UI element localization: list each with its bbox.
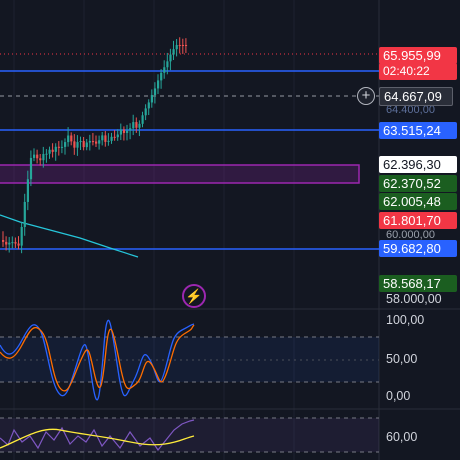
- candle-body: [104, 135, 107, 142]
- candle-body: [175, 45, 178, 50]
- candle-body: [178, 45, 181, 46]
- candle-body: [126, 130, 129, 133]
- candle-body: [20, 226, 23, 246]
- candle-body: [98, 140, 101, 144]
- candle-body: [85, 142, 88, 148]
- level-label-63515: 63.515,24: [379, 122, 457, 139]
- candle-body: [45, 153, 48, 155]
- candle-body: [184, 45, 188, 46]
- candle-body: [138, 123, 141, 128]
- axis-label-58000: 58.000,00: [386, 292, 442, 306]
- price-label-62005: 62.005,48: [379, 193, 457, 210]
- candle-body: [11, 242, 14, 244]
- candle-body: [132, 122, 135, 129]
- candle-body: [95, 141, 98, 144]
- level-label-59682: 59.682,80: [379, 240, 457, 257]
- candle-body: [60, 146, 64, 148]
- candle-body: [73, 141, 76, 148]
- candle-body: [129, 128, 132, 131]
- candle-body: [76, 142, 79, 148]
- candle-body: [51, 149, 54, 152]
- candle-body: [88, 141, 91, 143]
- candle-body: [163, 67, 166, 73]
- stoch-axis-50: 50,00: [386, 352, 418, 366]
- candle-body: [122, 129, 126, 133]
- price-label-61801: 61.801,70: [379, 212, 457, 229]
- candle-body: [153, 88, 157, 96]
- candle-body: [113, 136, 116, 138]
- candle-body: [157, 80, 160, 89]
- stoch-k-line: [0, 319, 195, 401]
- candle-body: [166, 61, 169, 68]
- plus-icon[interactable]: +: [357, 87, 375, 105]
- candle-body: [17, 243, 20, 246]
- stoch-axis-0: 0,00: [386, 389, 411, 403]
- moving-average-line: [0, 214, 139, 258]
- candle-body: [91, 141, 95, 143]
- candle-body: [119, 129, 122, 135]
- candle-body: [160, 72, 163, 81]
- axis-label-60000: 60.000,00: [386, 229, 435, 241]
- candle-body: [101, 135, 104, 141]
- candle-body: [172, 49, 175, 55]
- candle-body: [26, 179, 29, 202]
- osc-axis-60: 60,00: [386, 430, 418, 444]
- stoch-d-line: [0, 324, 195, 392]
- candle-body: [36, 154, 39, 159]
- osc-band: [0, 418, 379, 452]
- crosshair-price-label: 64.667,09: [379, 87, 453, 106]
- candle-body: [181, 45, 184, 46]
- candle-body: [33, 154, 36, 158]
- candle-body: [23, 201, 26, 227]
- stoch-band: [0, 337, 379, 382]
- candle-body: [135, 122, 138, 128]
- candle-body: [64, 142, 67, 147]
- candle-body: [82, 141, 85, 148]
- stoch-axis-100: 100,00: [386, 313, 425, 327]
- candle-body: [5, 241, 8, 245]
- osc-slow-line: [0, 428, 195, 449]
- candle-body: [116, 134, 119, 138]
- candle-body: [29, 157, 33, 180]
- candle-body: [2, 240, 5, 242]
- candle-body: [79, 141, 82, 143]
- osc-fast-line: [0, 419, 195, 452]
- candle-body: [169, 54, 172, 62]
- candle-countdown-label: 02:40:22: [379, 63, 457, 80]
- candle-body: [8, 242, 11, 245]
- candle-body: [57, 146, 60, 148]
- lightning-icon[interactable]: ⚡: [182, 284, 206, 308]
- candle-body: [39, 158, 42, 161]
- supply-zone-rect: [0, 164, 360, 184]
- candle-body: [107, 140, 110, 142]
- candle-body: [150, 95, 153, 103]
- candle-body: [110, 136, 113, 141]
- price-label-58568: 58.568,17: [379, 275, 457, 292]
- candle-body: [147, 102, 150, 109]
- price-label-62396: 62.396,30: [379, 156, 457, 173]
- candle-body: [14, 242, 17, 244]
- candle-body: [144, 108, 147, 116]
- price-label-62370: 62.370,52: [379, 175, 457, 192]
- candle-body: [42, 154, 45, 161]
- overlapped-axis-label: 64.400,00: [386, 104, 435, 116]
- candle-body: [67, 135, 70, 143]
- current-price-label: 65.955,99: [379, 47, 457, 64]
- candle-body: [70, 135, 73, 142]
- candle-body: [54, 146, 57, 152]
- candle-body: [48, 149, 51, 154]
- candle-body: [141, 115, 144, 124]
